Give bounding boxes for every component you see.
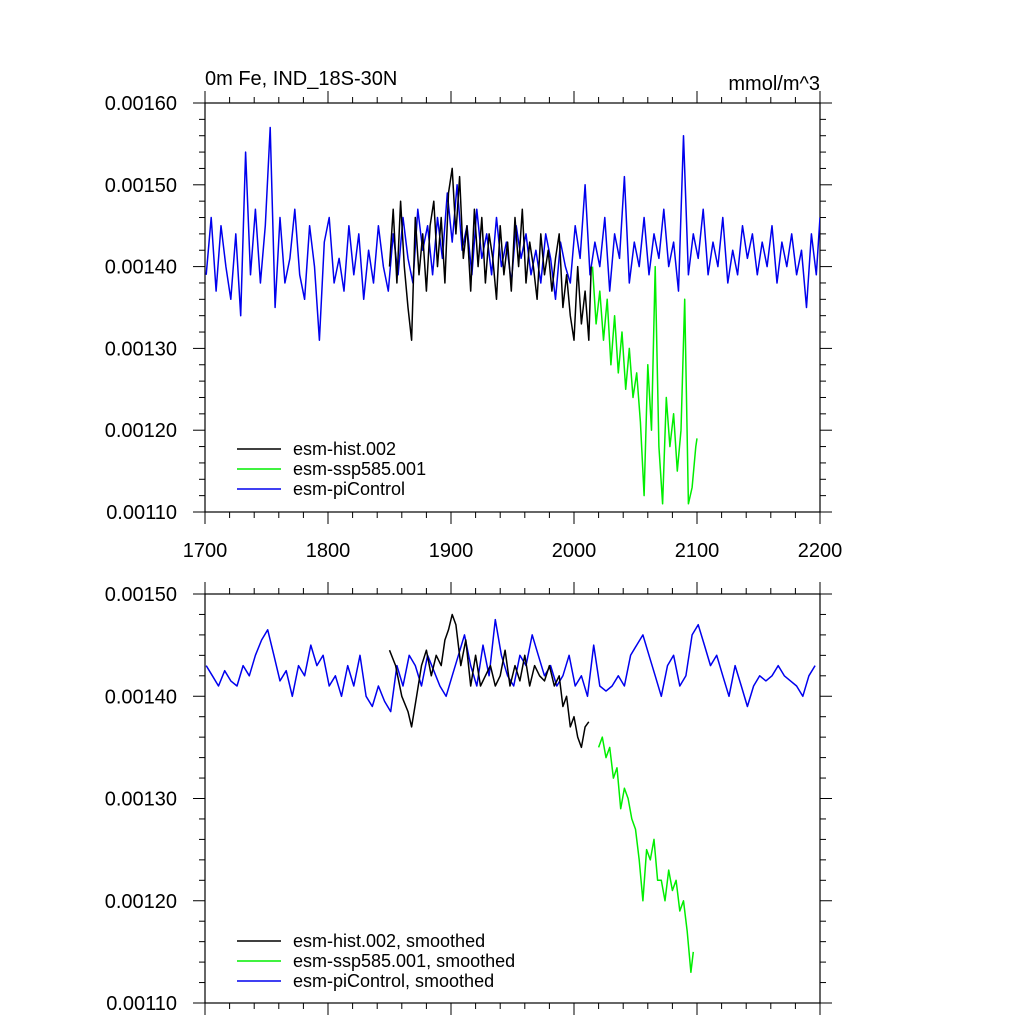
panel1-y-tick-label: 0.00140 (105, 257, 177, 279)
panel1-x-tick-label: 2000 (552, 540, 597, 562)
panel1-y-tick-label: 0.00120 (105, 420, 177, 442)
panel1-x-tick-label: 2100 (675, 540, 720, 562)
panel1-legend-label-2: esm-ssp585.001 (293, 459, 426, 479)
panel1-plot-frame (204, 102, 821, 513)
panel2-y-tick-label: 0.00110 (106, 993, 177, 1015)
panel1-legend-label-3: esm-piControl (293, 479, 405, 499)
panel2-y-tick-label: 0.00130 (105, 789, 177, 811)
panel1-series-line-1 (388, 167, 592, 341)
panel1-x-tick-label: 1800 (306, 540, 351, 562)
panel1-chart-title: 0m Fe, IND_18S-30N (205, 68, 397, 90)
panel2-legend-label-3: esm-piControl, smoothed (293, 971, 494, 991)
panel2-y-tick-label: 0.00140 (105, 686, 177, 708)
panel2-legend-label-2: esm-ssp585.001, smoothed (293, 951, 515, 971)
panel1-y-tick-label: 0.00130 (105, 338, 177, 360)
panel1-series-line-2 (591, 265, 698, 505)
panel1-units-label: mmol/m^3 (728, 73, 820, 95)
panel1-legend-label-1: esm-hist.002 (293, 439, 396, 459)
panel1-y-tick-label: 0.00150 (105, 175, 177, 197)
panel2-series-line-3 (205, 618, 816, 713)
panel1-series-line-3 (205, 126, 820, 341)
panel1-y-tick-label: 0.00160 (105, 93, 177, 115)
panel2-legend-label-1: esm-hist.002, smoothed (293, 931, 485, 951)
panel2-y-tick-label: 0.00150 (105, 584, 177, 606)
panel1-x-tick-label: 1900 (429, 540, 474, 562)
panel1-x-tick-label: 1700 (183, 540, 228, 562)
panel2-series-line-2 (597, 736, 695, 974)
panel2-series-line-1 (388, 613, 590, 749)
panel1-x-tick-label: 2200 (798, 540, 843, 562)
panel1-y-tick-label: 0.00110 (106, 502, 177, 524)
panel2-y-tick-label: 0.00120 (105, 891, 177, 913)
